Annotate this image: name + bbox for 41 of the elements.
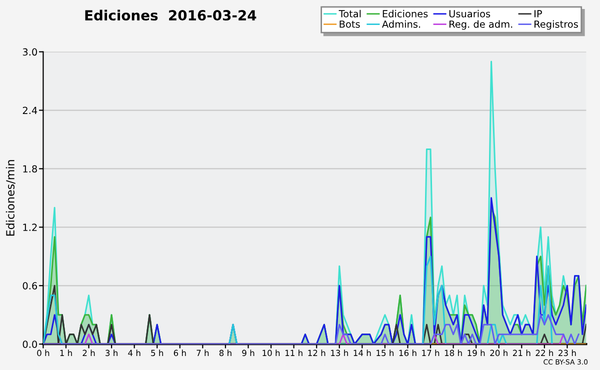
x-tick-label: 3 h: [106, 350, 118, 356]
x-tick-label: 1 h: [60, 350, 72, 356]
legend-label: Total: [338, 10, 361, 18]
y-tick-label: 2.4: [22, 106, 38, 114]
x-tick-label: 8 h: [219, 350, 232, 356]
x-tick-label: 9 h: [242, 350, 254, 356]
legend-label: Registros: [534, 20, 578, 30]
x-tick-label: 4 h: [128, 350, 140, 356]
chart-title: Ediciones 2016-03-24: [85, 10, 256, 21]
x-tick-label: 16 h: [399, 350, 416, 356]
legend-label: Bots: [340, 20, 360, 28]
legend-label: Admins.: [382, 20, 420, 28]
y-axis-title: Ediciones/min: [6, 160, 16, 236]
legend-label: Ediciones: [382, 10, 428, 18]
y-tick-label: 3.0: [22, 48, 37, 56]
legend-label: Usuarios: [449, 10, 490, 18]
y-tick-label: 1.2: [23, 224, 37, 231]
x-tick-label: 22 h: [536, 350, 553, 356]
x-tick-label: 21 h: [513, 350, 530, 356]
x-tick-label: 0 h: [37, 350, 50, 356]
x-tick-label: 15 h: [376, 350, 394, 356]
x-tick-label: 11 h: [285, 350, 302, 356]
x-tick-label: 7 h: [196, 350, 209, 356]
y-tick-label: 0.6: [22, 282, 38, 290]
legend-label: IP: [534, 10, 542, 18]
x-tick-label: 12 h: [308, 350, 326, 356]
x-tick-label: 17 h: [422, 350, 440, 356]
x-tick-label: 2 h: [82, 350, 95, 356]
y-tick-label: 0.0: [22, 340, 37, 348]
x-tick-label: 13 h: [331, 350, 348, 356]
x-tick-label: 18 h: [444, 350, 462, 356]
x-tick-label: 14 h: [354, 350, 371, 356]
legend-label: Reg. de adm.: [450, 20, 512, 30]
x-tick-label: 6 h: [174, 350, 186, 356]
line-series: [43, 314, 580, 344]
x-tick-label: 19 h: [468, 350, 485, 356]
x-tick-label: 20 h: [490, 350, 508, 356]
x-tick-label: 23 h: [558, 350, 576, 356]
x-tick-label: 5 h: [151, 350, 164, 356]
x-tick-label: 10 h: [262, 350, 280, 356]
y-tick-label: 1.8: [23, 165, 37, 173]
